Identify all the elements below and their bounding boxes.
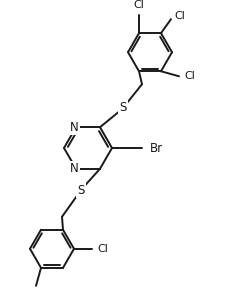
Text: Cl: Cl <box>174 11 185 21</box>
Text: Cl: Cl <box>134 0 144 10</box>
Text: Br: Br <box>150 142 163 155</box>
Text: Cl: Cl <box>184 71 195 81</box>
Text: N: N <box>70 121 78 134</box>
Text: Cl: Cl <box>97 244 108 254</box>
Text: N: N <box>70 162 78 175</box>
Text: S: S <box>119 101 127 114</box>
Text: S: S <box>77 184 85 197</box>
